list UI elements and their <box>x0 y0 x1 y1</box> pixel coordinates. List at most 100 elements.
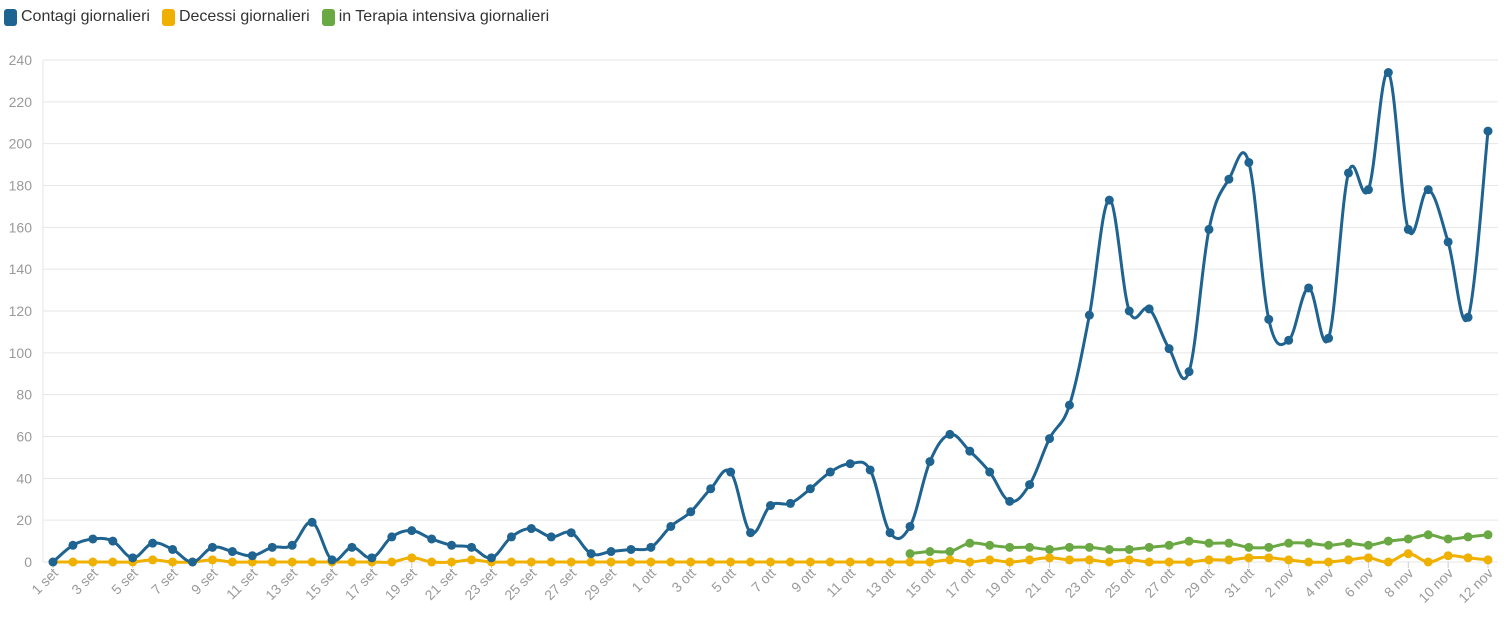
data-point[interactable] <box>1343 538 1353 548</box>
data-point[interactable] <box>1483 530 1493 540</box>
data-point[interactable] <box>48 557 58 567</box>
data-point[interactable] <box>1025 542 1035 552</box>
data-point[interactable] <box>1104 195 1114 205</box>
data-point[interactable] <box>387 557 397 567</box>
data-point[interactable] <box>427 534 437 544</box>
data-point[interactable] <box>1284 555 1294 565</box>
data-point[interactable] <box>1025 480 1035 490</box>
data-point[interactable] <box>148 555 158 565</box>
data-point[interactable] <box>1284 538 1294 548</box>
data-point[interactable] <box>347 542 357 552</box>
legend-item-contagi[interactable]: Contagi giornalieri <box>4 8 150 26</box>
data-point[interactable] <box>1284 335 1294 345</box>
data-point[interactable] <box>1144 304 1154 314</box>
data-point[interactable] <box>247 551 257 561</box>
data-point[interactable] <box>805 484 815 494</box>
data-point[interactable] <box>1064 555 1074 565</box>
data-point[interactable] <box>148 538 158 548</box>
data-point[interactable] <box>307 557 317 567</box>
data-point[interactable] <box>626 544 636 554</box>
data-point[interactable] <box>626 557 636 567</box>
data-point[interactable] <box>1363 185 1373 195</box>
data-point[interactable] <box>1184 367 1194 377</box>
data-point[interactable] <box>666 557 676 567</box>
data-point[interactable] <box>925 457 935 467</box>
data-point[interactable] <box>746 528 756 538</box>
data-point[interactable] <box>227 557 237 567</box>
data-point[interactable] <box>1423 185 1433 195</box>
data-point[interactable] <box>925 547 935 557</box>
data-point[interactable] <box>526 524 536 534</box>
data-point[interactable] <box>1244 157 1254 167</box>
data-point[interactable] <box>1124 555 1134 565</box>
data-point[interactable] <box>686 507 696 517</box>
data-point[interactable] <box>666 521 676 531</box>
data-point[interactable] <box>168 557 178 567</box>
data-point[interactable] <box>766 557 775 567</box>
data-point[interactable] <box>865 557 875 567</box>
data-point[interactable] <box>825 467 835 477</box>
data-point[interactable] <box>566 557 576 567</box>
data-point[interactable] <box>726 467 736 477</box>
data-point[interactable] <box>1463 553 1473 563</box>
data-point[interactable] <box>68 540 78 550</box>
data-point[interactable] <box>1423 530 1433 540</box>
data-point[interactable] <box>1304 557 1314 567</box>
data-point[interactable] <box>885 528 895 538</box>
data-point[interactable] <box>1005 557 1015 567</box>
data-point[interactable] <box>128 553 138 563</box>
data-point[interactable] <box>1124 306 1134 316</box>
data-point[interactable] <box>526 557 536 567</box>
data-point[interactable] <box>845 459 855 469</box>
data-point[interactable] <box>68 557 78 567</box>
data-point[interactable] <box>327 555 337 565</box>
data-point[interactable] <box>546 532 556 542</box>
data-point[interactable] <box>1164 557 1174 567</box>
data-point[interactable] <box>1224 174 1234 184</box>
data-point[interactable] <box>108 536 118 546</box>
data-point[interactable] <box>1443 237 1453 247</box>
data-point[interactable] <box>1005 542 1015 552</box>
data-point[interactable] <box>1204 224 1214 234</box>
data-point[interactable] <box>1025 555 1035 565</box>
data-point[interactable] <box>1264 314 1274 324</box>
data-point[interactable] <box>606 557 616 567</box>
data-point[interactable] <box>227 547 237 557</box>
data-point[interactable] <box>108 557 118 567</box>
data-point[interactable] <box>726 557 736 567</box>
data-point[interactable] <box>965 538 975 548</box>
data-point[interactable] <box>1045 553 1055 563</box>
data-point[interactable] <box>1324 557 1334 567</box>
data-point[interactable] <box>586 557 596 567</box>
data-point[interactable] <box>985 540 995 550</box>
data-point[interactable] <box>785 557 795 567</box>
data-point[interactable] <box>1084 310 1094 320</box>
data-point[interactable] <box>546 557 556 567</box>
data-point[interactable] <box>566 528 576 538</box>
data-point[interactable] <box>1244 553 1254 563</box>
data-point[interactable] <box>905 549 915 559</box>
data-point[interactable] <box>1483 126 1493 136</box>
data-point[interactable] <box>1184 536 1194 546</box>
data-point[interactable] <box>367 553 377 563</box>
data-point[interactable] <box>905 521 915 531</box>
data-point[interactable] <box>1084 542 1094 552</box>
data-point[interactable] <box>885 557 895 567</box>
data-point[interactable] <box>1064 542 1074 552</box>
data-point[interactable] <box>646 557 656 567</box>
data-point[interactable] <box>1403 534 1413 544</box>
data-point[interactable] <box>1304 283 1314 293</box>
data-point[interactable] <box>706 557 716 567</box>
data-point[interactable] <box>207 555 217 565</box>
data-point[interactable] <box>467 542 477 552</box>
data-point[interactable] <box>905 557 915 567</box>
data-point[interactable] <box>646 542 656 552</box>
data-point[interactable] <box>1164 344 1174 354</box>
data-point[interactable] <box>1324 540 1334 550</box>
data-point[interactable] <box>845 557 855 567</box>
data-point[interactable] <box>805 557 815 567</box>
data-point[interactable] <box>1005 496 1015 506</box>
data-point[interactable] <box>965 446 975 456</box>
data-point[interactable] <box>766 501 775 511</box>
data-point[interactable] <box>247 557 257 567</box>
